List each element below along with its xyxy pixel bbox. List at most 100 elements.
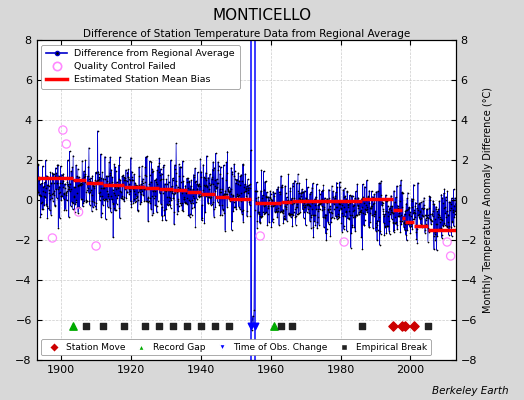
Point bbox=[206, 191, 215, 197]
Point bbox=[141, 178, 149, 185]
Point bbox=[381, 222, 389, 229]
Point bbox=[420, 205, 429, 212]
Point bbox=[331, 193, 340, 199]
Point bbox=[214, 159, 222, 165]
Point bbox=[286, 210, 294, 217]
Point bbox=[367, 203, 375, 210]
Point bbox=[295, 195, 303, 201]
Point bbox=[213, 184, 222, 190]
Point bbox=[256, 233, 265, 239]
Point bbox=[406, 223, 414, 230]
Point bbox=[362, 206, 370, 213]
Point bbox=[104, 191, 112, 197]
Point bbox=[349, 203, 357, 210]
Point bbox=[78, 196, 86, 202]
Point bbox=[375, 180, 383, 186]
Point bbox=[175, 173, 183, 180]
Point bbox=[168, 188, 176, 194]
Point bbox=[127, 204, 136, 210]
Point bbox=[336, 201, 344, 207]
Text: MONTICELLO: MONTICELLO bbox=[212, 8, 312, 23]
Point bbox=[277, 208, 286, 215]
Point bbox=[340, 239, 348, 245]
Point bbox=[54, 184, 63, 190]
Point bbox=[307, 224, 315, 231]
Point bbox=[259, 168, 268, 174]
Point bbox=[113, 183, 122, 189]
Point bbox=[363, 209, 372, 216]
Point bbox=[366, 205, 374, 211]
Point bbox=[135, 173, 144, 180]
Point bbox=[120, 323, 128, 329]
Point bbox=[191, 224, 200, 230]
Point bbox=[364, 195, 372, 201]
Point bbox=[181, 186, 189, 192]
Point bbox=[230, 173, 238, 180]
Point bbox=[207, 181, 215, 188]
Point bbox=[164, 172, 172, 178]
Point bbox=[165, 179, 173, 185]
Point bbox=[46, 196, 54, 202]
Point bbox=[410, 216, 419, 222]
Point bbox=[405, 204, 413, 210]
Point bbox=[153, 181, 161, 188]
Point bbox=[100, 196, 108, 203]
Point bbox=[363, 204, 371, 210]
Point bbox=[56, 215, 64, 221]
Point bbox=[97, 175, 106, 182]
Point bbox=[119, 172, 127, 179]
Point bbox=[162, 206, 170, 212]
Point bbox=[402, 200, 410, 207]
Point bbox=[243, 208, 252, 214]
Point bbox=[306, 203, 314, 209]
Point bbox=[216, 164, 225, 170]
Point bbox=[155, 155, 163, 162]
Point bbox=[439, 200, 447, 206]
Point bbox=[254, 209, 262, 216]
Point bbox=[93, 178, 102, 184]
Point bbox=[124, 174, 132, 180]
Point bbox=[336, 184, 344, 190]
Point bbox=[375, 196, 384, 203]
Point bbox=[133, 182, 141, 189]
Point bbox=[244, 185, 252, 191]
Point bbox=[432, 221, 441, 227]
Point bbox=[430, 231, 439, 237]
Point bbox=[170, 221, 178, 227]
Point bbox=[185, 178, 193, 184]
Point bbox=[304, 202, 313, 208]
Point bbox=[122, 195, 130, 201]
Point bbox=[228, 192, 237, 198]
Point bbox=[368, 203, 376, 209]
Point bbox=[176, 199, 184, 206]
Point bbox=[84, 164, 93, 170]
Point bbox=[135, 164, 143, 170]
Point bbox=[59, 170, 68, 177]
Point bbox=[428, 211, 436, 217]
Point bbox=[376, 228, 385, 234]
Point bbox=[224, 187, 232, 193]
Point bbox=[420, 194, 428, 201]
Point bbox=[140, 198, 148, 204]
Point bbox=[52, 195, 61, 201]
Point bbox=[384, 208, 392, 215]
Point bbox=[238, 206, 247, 213]
Point bbox=[416, 209, 424, 215]
Point bbox=[398, 204, 407, 210]
Point bbox=[432, 203, 440, 210]
Point bbox=[45, 187, 53, 193]
Point bbox=[301, 204, 310, 210]
Point bbox=[414, 201, 423, 208]
Point bbox=[101, 216, 110, 222]
Point bbox=[60, 207, 69, 214]
Point bbox=[235, 192, 244, 198]
Point bbox=[123, 189, 132, 196]
Point bbox=[103, 198, 111, 204]
Point bbox=[194, 194, 203, 200]
Point bbox=[177, 178, 185, 185]
Point bbox=[249, 321, 257, 327]
Point bbox=[159, 164, 168, 170]
Point bbox=[318, 196, 326, 202]
Point bbox=[422, 206, 431, 212]
Point bbox=[115, 154, 124, 160]
